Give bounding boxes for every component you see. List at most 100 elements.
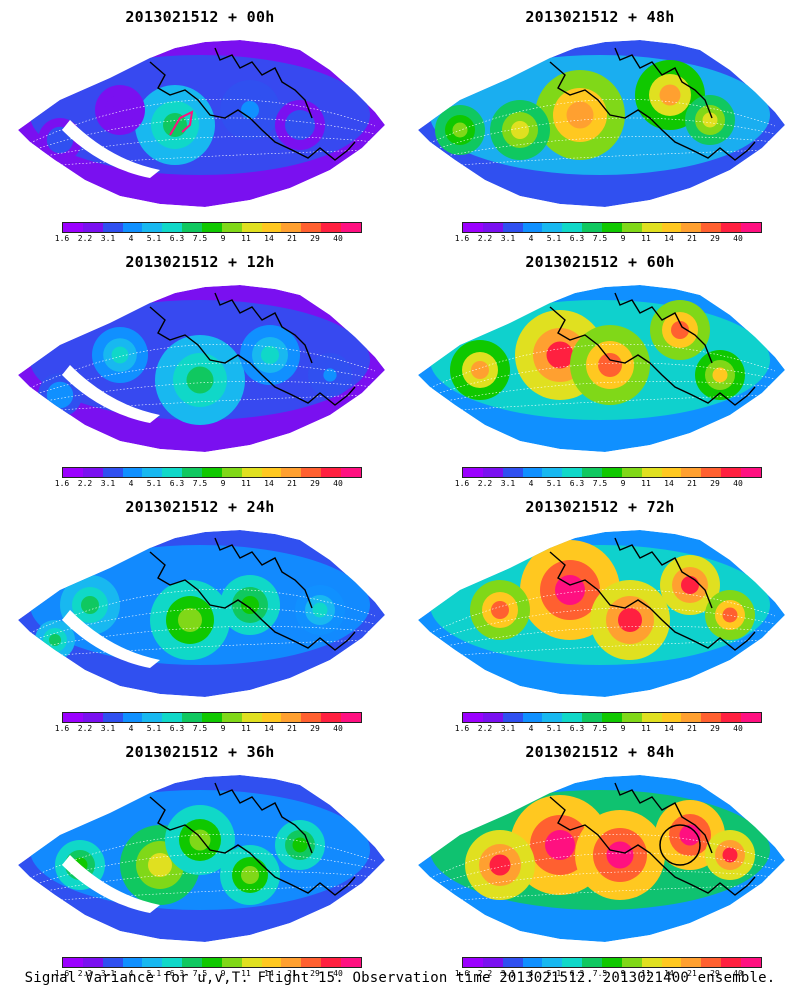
colorbar-tick-label: 7.5 [192,234,208,243]
colorbar-swatch [261,468,282,477]
graticule-line [429,852,776,887]
colorbar-swatch [122,958,143,967]
colorbar-tick-label: 4 [528,479,534,488]
graticule-line [429,362,776,397]
colorbar-swatch [142,713,163,722]
colorbar-swatch [482,958,503,967]
colorbar-tick-label: 11 [241,479,251,488]
coastline [549,61,756,161]
colorbar-tick-label: 29 [710,234,720,243]
variance-blob-peak [241,866,259,884]
colorbar-labels: 1.6 2.2 3.1 4 5.1 6.3 7.5 9 11 14 21 29 40 [455,969,782,979]
colorbar-swatch [241,958,262,967]
map-panel [18,285,385,452]
colorbar-swatch [522,223,543,232]
colorbar-tick-label: 9 [620,479,626,488]
variance-blob-peak [671,321,689,339]
colorbar-tick-label: 11 [241,969,251,978]
colorbar [62,712,362,723]
variance-blob-peak [148,853,172,877]
colorbar-swatch [122,468,143,477]
colorbar-swatch [661,713,682,722]
coastline [149,551,356,651]
masked-region [62,855,160,913]
colorbar-swatch [542,468,563,477]
colorbar-tick-label: 5.1 [546,479,562,488]
colorbar-labels: 1.6 2.2 3.1 4 5.1 6.3 7.5 9 11 14 21 29 40 [55,724,382,734]
colorbar-swatch [341,958,361,967]
variance-blob-peak [241,101,259,119]
graticule-line [429,871,776,895]
graticule-line [29,852,376,887]
colorbar-labels: 1.6 2.2 3.1 4 5.1 6.3 7.5 9 11 14 21 29 40 [455,479,782,489]
graticule-line [29,149,376,168]
colorbar-tick-label: 21 [287,724,297,733]
colorbar-swatch [102,958,123,967]
colorbar-swatch [661,958,682,967]
colorbar-tick-label: 2.2 [477,969,493,978]
colorbar-swatch [202,958,222,967]
colorbar-tick-label: 40 [333,969,343,978]
graticule-line [29,117,376,152]
colorbar-tick-label: 7.5 [592,234,608,243]
colorbar-swatch [182,958,203,967]
colorbar-swatch [681,468,702,477]
colorbar-labels: 1.6 2.2 3.1 4 5.1 6.3 7.5 9 11 14 21 29 40 [55,969,382,979]
colorbar-tick-label: 9 [620,969,626,978]
colorbar-tick-label: 9 [620,724,626,733]
coastline [549,306,756,406]
colorbar-tick-label: 2.2 [477,479,493,488]
colorbar-swatch [522,468,543,477]
colorbar-swatch [281,958,302,967]
colorbar-swatch [162,713,183,722]
coastline [214,292,313,364]
variance-blob-peak [491,601,509,619]
colorbar-tick-label: 21 [687,479,697,488]
variance-blob-peak [712,367,728,383]
colorbar-tick-label: 21 [687,969,697,978]
graticule-line [429,833,776,879]
colorbar-swatch [681,223,702,232]
colorbar-tick-label: 29 [310,234,320,243]
colorbar-swatch [522,958,543,967]
colorbar-swatch [621,713,642,722]
colorbar-swatch [621,958,642,967]
colorbar-swatch [341,223,361,232]
colorbar-swatch [502,958,523,967]
colorbar-swatch [502,713,523,722]
panel-title: 2013021512 + 48h [525,8,675,26]
variance-blob-peak [511,121,529,139]
graticule-line [429,136,776,160]
colorbar-tick-label: 2.2 [77,234,93,243]
colorbar-swatch [281,713,302,722]
colorbar-tick-label: 6.3 [569,479,585,488]
colorbar-swatch [122,713,143,722]
variance-blob-peak [53,388,67,402]
colorbar-swatch [602,223,622,232]
variance-blob-peak [49,634,61,646]
colorbar-swatch [741,223,761,232]
colorbar-tick-label: 29 [710,479,720,488]
coastline [149,61,356,161]
map-panel [18,530,385,697]
variance-blob-peak [189,829,211,851]
colorbar-swatch [562,468,583,477]
colorbar-tick-label: 6.3 [169,969,185,978]
colorbar-tick-label: 9 [220,969,226,978]
colorbar-swatch [281,468,302,477]
variance-blob-peak [292,837,308,853]
variance-blob-peak [292,117,308,133]
colorbar-tick-label: 5.1 [146,969,162,978]
colorbar-tick-label: 11 [641,969,651,978]
colorbar-swatch [182,468,203,477]
colorbar-swatch [721,958,742,967]
masked-region [62,120,160,178]
panel-title: 2013021512 + 72h [525,498,675,516]
colorbar-tick-label: 9 [620,234,626,243]
colorbar-tick-label: 5.1 [146,479,162,488]
colorbar-swatch [621,223,642,232]
graticule-line [429,588,776,634]
graticule-line [429,884,776,903]
colorbar-tick-label: 3.1 [500,724,516,733]
coastline [614,292,713,364]
